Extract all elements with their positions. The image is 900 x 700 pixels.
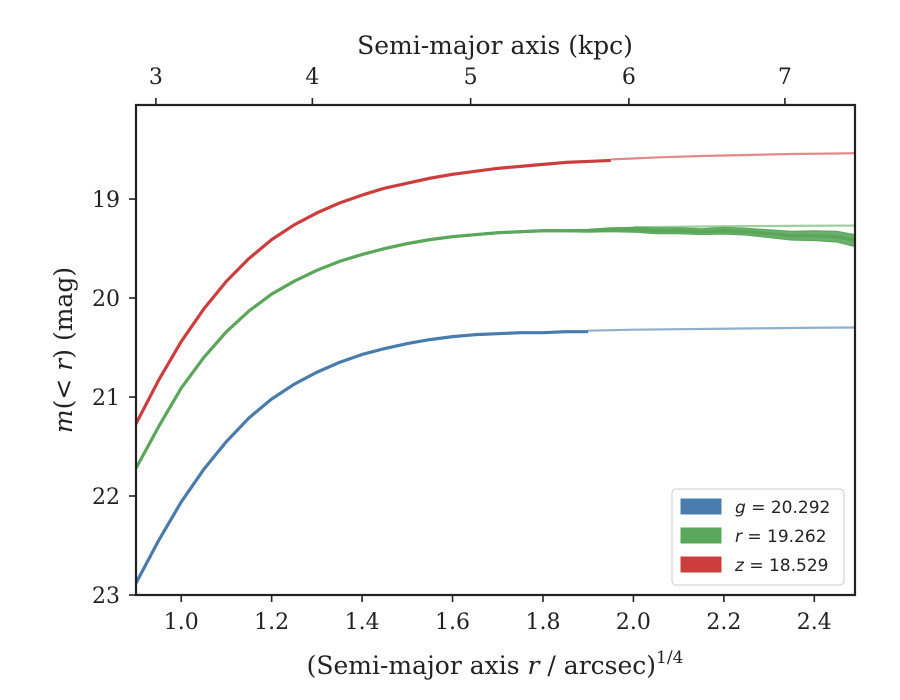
x-tick-label: 1.4 [345,610,380,635]
series-z-model-line [610,152,856,161]
legend-swatch-g [680,498,722,515]
legend-label-z: z = 18.529 [734,556,828,576]
legend-label-r: r = 19.262 [735,527,827,547]
top-tick-label: 6 [622,65,636,90]
top-tick-label: 4 [305,65,319,90]
top-tick-label: 5 [464,65,478,90]
series-g-line [134,330,589,584]
series-z [134,152,856,425]
x-tick-label: 2.0 [616,610,651,635]
legend: g = 20.292 r = 19.262 z = 18.529 [671,488,845,586]
top-tick-label: 3 [149,65,163,90]
y-tick-label: 23 [92,584,120,609]
x-tick-label: 1.2 [254,610,289,635]
plot-frame [134,103,857,597]
legend-swatch-z [680,556,722,573]
y-tick-label: 22 [92,485,120,510]
ticks-layer: 1.0 1.2 1.4 1.6 1.8 2.0 2.2 2.4 19 20 21 22 23 3 4 5 6 7 [92,65,832,635]
x-tick-label: 2.2 [706,610,741,635]
series-g-model-line [588,326,856,332]
y-tick-label: 19 [92,188,120,213]
y-tick-label: 21 [92,386,120,411]
y-tick-label: 20 [92,287,120,312]
series-g [134,326,856,584]
x-tick-label: 1.0 [164,610,199,635]
series-z-line [134,158,611,425]
x-tick-label: 1.6 [435,610,470,635]
series-r-line [134,228,856,470]
top-axis-title: Semi-major axis (kpc) [357,31,633,60]
top-tick-label: 7 [778,65,792,90]
y-axis-title: m(< r) (mag) [49,267,78,433]
legend-label-g: g = 20.292 [735,498,830,518]
x-tick-label: 2.4 [797,610,832,635]
legend-entries: g = 20.292 r = 19.262 z = 18.529 [680,498,830,576]
legend-swatch-r [680,527,722,544]
x-tick-label: 1.8 [525,610,560,635]
x-axis-title: (Semi-major axis r / arcsec)1/4 [307,648,684,680]
series-r-model-line [633,224,856,229]
series-layer [134,152,856,584]
